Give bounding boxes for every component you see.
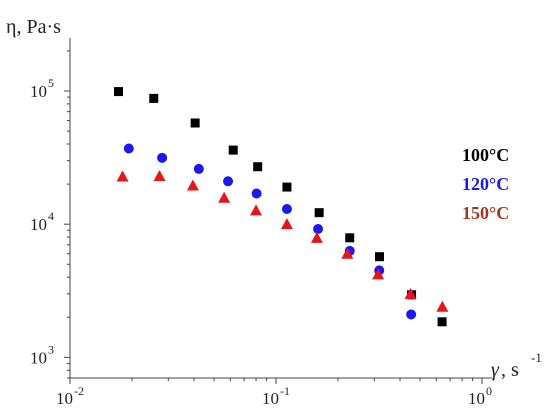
y-tick-label-exponent: 4	[48, 209, 54, 223]
point-150c	[310, 231, 323, 243]
point-120c	[406, 309, 417, 320]
x-axis-symbol: γ	[491, 359, 500, 381]
legend-item: 150°C	[462, 203, 509, 223]
point-150c	[116, 170, 129, 182]
x-tick-label: 10	[56, 389, 73, 408]
point-120c	[251, 188, 262, 199]
point-100c	[114, 87, 124, 97]
point-150c	[372, 268, 385, 280]
point-150c	[436, 300, 449, 312]
y-tick-label: 10	[30, 82, 47, 101]
x-tick-label-exponent: 0	[486, 384, 492, 398]
x-axis-title: γ , s -1	[491, 350, 542, 381]
point-120c	[313, 224, 324, 235]
point-100c	[253, 162, 263, 172]
point-100c	[149, 93, 159, 103]
point-100c	[345, 233, 355, 243]
point-100c	[375, 252, 384, 262]
point-100c	[437, 317, 447, 327]
x-tick-label: 10	[468, 389, 485, 408]
point-150c	[250, 204, 263, 216]
point-120c	[193, 163, 204, 174]
legend-item: 100°C	[462, 145, 509, 165]
point-120c	[157, 152, 168, 163]
y-tick-label-exponent: 5	[48, 76, 54, 90]
point-100c	[314, 208, 324, 218]
x-tick-label-exponent: -2	[74, 384, 84, 398]
point-120c	[123, 143, 134, 154]
y-tick-label: 10	[30, 348, 47, 367]
point-120c	[223, 176, 234, 187]
data-points	[114, 87, 449, 327]
y-tick-label: 10	[30, 215, 47, 234]
x-axis-unit-exponent: -1	[531, 350, 542, 365]
x-axis-unit: , s	[501, 359, 519, 381]
legend-item: 120°C	[462, 174, 509, 194]
point-100c	[190, 118, 200, 128]
point-150c	[186, 179, 199, 191]
point-150c	[218, 191, 231, 203]
x-tick-label-exponent: -1	[280, 384, 290, 398]
axis-ticks: 10 -2 10 -1 10 010 310 410 5	[30, 50, 492, 408]
point-150c	[341, 247, 354, 259]
point-100c	[282, 182, 292, 192]
y-axis-title: η, Pa·s	[6, 16, 61, 38]
point-150c	[280, 218, 293, 230]
point-150c	[153, 170, 166, 182]
legend: 100°C 120°C 150°C	[462, 145, 509, 223]
x-tick-label: 10	[262, 389, 279, 408]
point-120c	[281, 204, 292, 215]
point-100c	[228, 145, 238, 155]
point-150c	[404, 287, 417, 299]
y-tick-label-exponent: 3	[48, 342, 54, 356]
